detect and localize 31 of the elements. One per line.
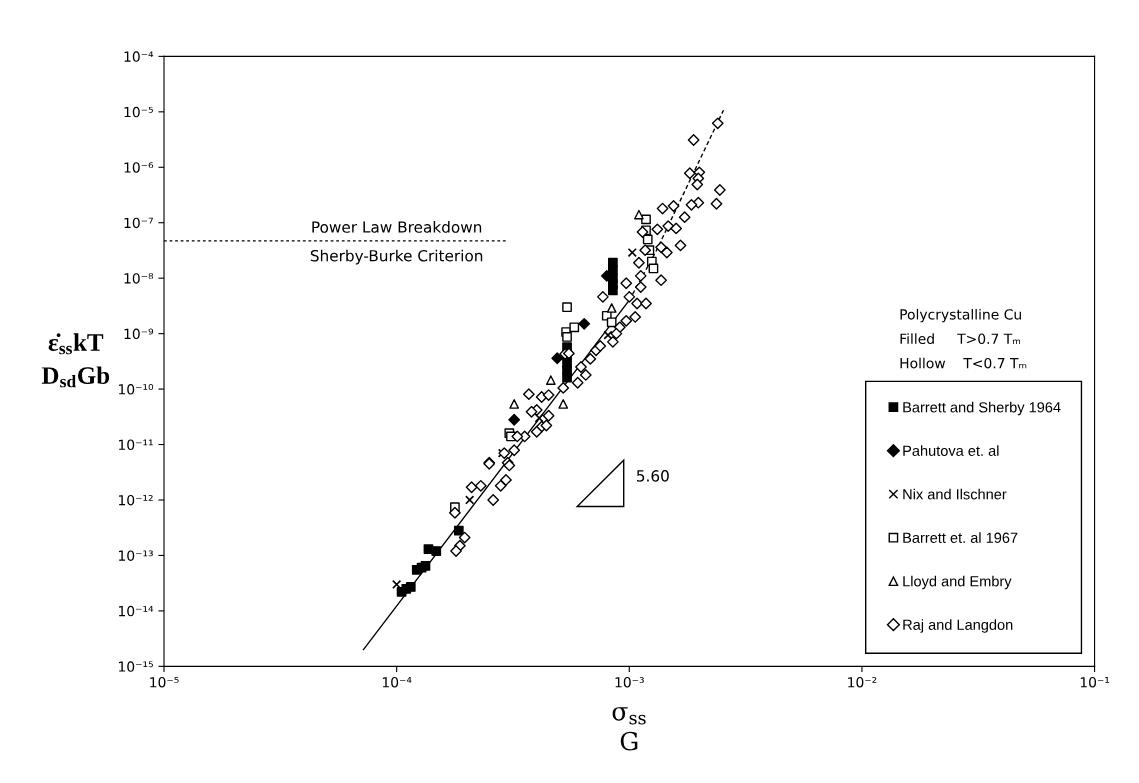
y-tick-label: 10⁻⁶ bbox=[124, 162, 154, 173]
legend-label: Barrett and Sherby 1964 bbox=[903, 401, 1061, 416]
y-tick-label: 10⁻⁹ bbox=[124, 328, 154, 340]
y-tick-label: 10⁻⁴ bbox=[124, 51, 154, 62]
y-axis-title: ε̇$_{ss}$kT D$_{sd}$Gb bbox=[41, 333, 110, 388]
y-tick-label: 10⁻¹² bbox=[118, 494, 153, 506]
annotation: Filled T>0.7 Tₘ bbox=[900, 333, 1021, 345]
y-tick-label: 10⁻⁵ bbox=[124, 106, 153, 118]
y-tick-label: 10⁻⁷ bbox=[124, 217, 153, 229]
x-axis-title: σ$_{ss}$ G bbox=[612, 707, 646, 751]
y-tick-label: 10⁻¹⁵ bbox=[118, 661, 153, 672]
legend-label: Pahutova et. al bbox=[903, 445, 999, 456]
legend-label: Nix and Ilschner bbox=[903, 488, 1007, 500]
legend-label: Raj and Langdon bbox=[903, 619, 1013, 633]
annotation: Polycrystalline Cu bbox=[900, 308, 1021, 323]
annotation: Sherby-Burke Criterion bbox=[310, 249, 483, 265]
x-tick-label: 10⁻⁵ bbox=[150, 676, 179, 688]
x-tick-label: 10⁻⁴ bbox=[382, 676, 412, 688]
y-tick-label: 10⁻¹¹ bbox=[118, 439, 153, 450]
annotation: 5.60 bbox=[636, 470, 669, 482]
y-tick-label: 10⁻¹³ bbox=[118, 550, 153, 561]
annotation: Hollow T<0.7 Tₘ bbox=[900, 357, 1027, 369]
y-tick-label: 10⁻¹⁴ bbox=[118, 605, 154, 617]
y-tick-label: 10⁻⁸ bbox=[124, 273, 154, 284]
x-tick-label: 10⁻¹ bbox=[1080, 676, 1110, 688]
annotation: Power Law Breakdown bbox=[312, 220, 482, 233]
y-tick-label: 10⁻¹⁰ bbox=[118, 384, 154, 395]
legend-label: Barrett et. al 1967 bbox=[903, 532, 1018, 543]
legend-label: Lloyd and Embry bbox=[903, 575, 1012, 590]
x-tick-label: 10⁻³ bbox=[615, 676, 644, 688]
x-tick-label: 10⁻² bbox=[848, 676, 877, 688]
